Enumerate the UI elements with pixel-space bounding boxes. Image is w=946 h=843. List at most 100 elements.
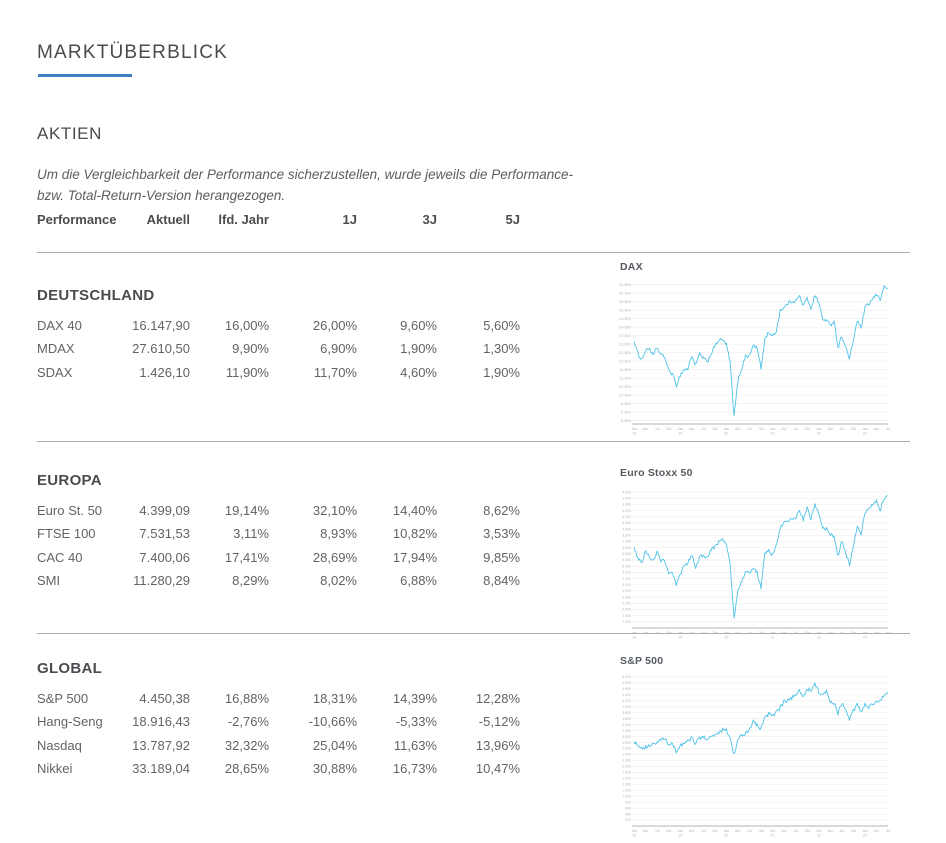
value-cell: 9,60%	[400, 318, 437, 333]
chart-title-sp500: S&P 500	[620, 655, 664, 667]
performance-disclaimer: Um die Vergleichbarkeit der Performance …	[37, 164, 637, 208]
svg-text:3.600: 3.600	[622, 546, 631, 550]
svg-text:3.800: 3.800	[622, 711, 631, 715]
svg-text:18: 18	[632, 834, 636, 838]
value-cell: -2,76%	[227, 714, 269, 730]
svg-text:3.100: 3.100	[622, 577, 631, 581]
svg-text:Okt: Okt	[666, 427, 672, 431]
svg-text:21: 21	[771, 834, 775, 838]
svg-text:9.000: 9.000	[621, 409, 632, 414]
index-name-cell: Hang-Seng	[37, 714, 103, 730]
svg-text:Jan: Jan	[816, 427, 822, 431]
svg-text:Apr: Apr	[689, 427, 695, 431]
svg-text:3.900: 3.900	[622, 527, 631, 531]
svg-text:12.500: 12.500	[619, 350, 632, 355]
value-cell: 7.400,06	[139, 549, 190, 565]
value-cell: 3,11%	[233, 526, 269, 542]
svg-text:18: 18	[632, 636, 636, 640]
svg-text:Jan: Jan	[631, 427, 637, 431]
svg-text:3.000: 3.000	[622, 735, 631, 739]
svg-text:Okt: Okt	[851, 427, 857, 431]
svg-text:3.400: 3.400	[622, 723, 631, 727]
svg-text:23: 23	[863, 432, 867, 436]
value-cell: 9,85%	[483, 549, 520, 565]
value-cell: 5,60%	[483, 318, 520, 333]
svg-text:Apr: Apr	[643, 631, 649, 635]
svg-text:Jan: Jan	[770, 427, 776, 431]
svg-text:Jan: Jan	[770, 631, 776, 635]
table-row-hangseng: Hang-Seng 18.916,43 -2,76% -10,66% -5,33…	[37, 710, 537, 733]
value-cell: 4,60%	[400, 364, 437, 380]
svg-text:22: 22	[817, 432, 821, 436]
svg-text:13.500: 13.500	[619, 333, 632, 338]
eurostoxx-chart-card: Euro Stoxx 50 2.400 2.500 2.600 2.700 2.800 2…	[606, 458, 906, 642]
svg-text:2.900: 2.900	[622, 589, 631, 593]
value-cell: 8,62%	[483, 503, 520, 518]
svg-text:Jul: Jul	[747, 631, 752, 635]
separator-global	[37, 633, 910, 634]
svg-text:2.500: 2.500	[622, 614, 631, 618]
svg-text:3.600: 3.600	[622, 717, 631, 721]
group-rows: Euro St. 50 4.399,09 19,14% 32,10% 14,40…	[37, 499, 537, 593]
col-header-aktuell: Aktuell	[146, 212, 190, 227]
svg-text:3.000: 3.000	[622, 583, 631, 587]
svg-text:Jan: Jan	[723, 427, 729, 431]
group-rows: S&P 500 4.450,38 16,88% 18,31% 14,39% 12…	[37, 687, 537, 781]
value-cell: 8,93%	[320, 526, 357, 542]
svg-text:19: 19	[678, 834, 682, 838]
svg-text:20: 20	[724, 834, 728, 838]
value-cell: 32,32%	[224, 737, 269, 753]
svg-text:20: 20	[724, 636, 728, 640]
svg-text:Okt: Okt	[666, 631, 672, 635]
value-cell: 14,40%	[392, 503, 437, 518]
group-global: GLOBAL S&P 500 4.450,38 16,88% 18,31% 14…	[37, 661, 537, 781]
col-header-performance: Performance	[37, 212, 117, 227]
table-row-nikkei: Nikkei 33.189,04 28,65% 30,88% 16,73% 10…	[37, 757, 537, 780]
svg-text:Jan: Jan	[631, 631, 637, 635]
value-cell: 16,88%	[224, 691, 269, 706]
page-title: MARKTÜBERBLICK	[37, 41, 229, 63]
svg-text:2.600: 2.600	[622, 608, 631, 612]
svg-text:Jul: Jul	[793, 829, 798, 833]
svg-text:Apr: Apr	[827, 427, 833, 431]
svg-text:800: 800	[625, 800, 631, 804]
svg-text:Apr: Apr	[874, 631, 880, 635]
svg-text:Jan: Jan	[816, 829, 822, 833]
section-title-aktien: AKTIEN	[37, 124, 103, 144]
svg-text:Okt: Okt	[758, 427, 764, 431]
col-header-3j: 3J	[422, 212, 437, 227]
svg-text:Okt: Okt	[758, 631, 764, 635]
value-cell: 13.787,92	[132, 737, 190, 753]
value-cell: 11.280,29	[133, 573, 190, 589]
value-cell: 11,90%	[225, 364, 269, 380]
svg-text:4.000: 4.000	[622, 521, 631, 525]
svg-text:Okt: Okt	[712, 829, 718, 833]
svg-text:Okt: Okt	[712, 427, 718, 431]
group-europa: EUROPA Euro St. 50 4.399,09 19,14% 32,10…	[37, 473, 537, 593]
index-name-cell: DAX 40	[37, 318, 82, 333]
value-cell: 11,63%	[393, 737, 437, 753]
svg-text:Jul: Jul	[793, 631, 798, 635]
svg-text:Jan: Jan	[677, 829, 683, 833]
col-header-1j: 1J	[342, 212, 357, 227]
svg-text:22: 22	[817, 834, 821, 838]
value-cell: 3,53%	[483, 526, 520, 542]
svg-text:600: 600	[625, 806, 631, 810]
value-cell: 17,94%	[392, 549, 437, 565]
table-row-eurostoxx: Euro St. 50 4.399,09 19,14% 32,10% 14,40…	[37, 499, 537, 522]
table-header-row: Performance Aktuell lfd. Jahr 1J 3J 5J	[37, 212, 520, 227]
svg-text:Jan: Jan	[723, 631, 729, 635]
value-cell: 32,10%	[312, 503, 357, 518]
value-cell: 30,88%	[312, 761, 357, 777]
svg-text:4.100: 4.100	[622, 515, 631, 519]
svg-text:Jan: Jan	[677, 631, 683, 635]
svg-text:12.000: 12.000	[619, 358, 632, 363]
value-cell: -5,12%	[478, 714, 520, 730]
value-cell: 6,88%	[400, 573, 437, 589]
svg-text:23: 23	[863, 834, 867, 838]
svg-text:Apr: Apr	[874, 829, 880, 833]
svg-text:3.500: 3.500	[622, 552, 631, 556]
accent-underline	[38, 74, 132, 77]
svg-text:Apr: Apr	[781, 631, 787, 635]
